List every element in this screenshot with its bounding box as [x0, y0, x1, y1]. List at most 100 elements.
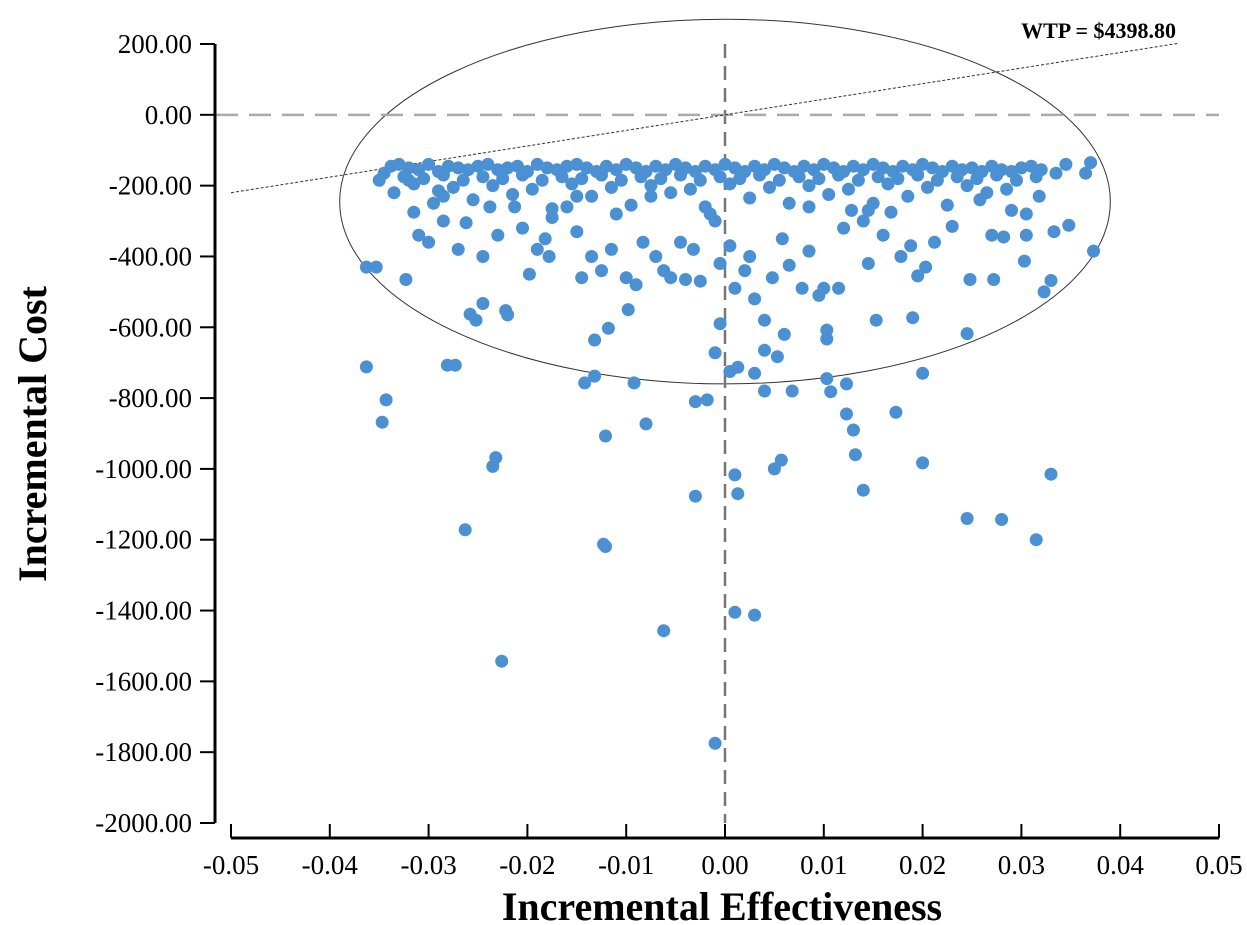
- data-point: [483, 200, 497, 214]
- data-point: [417, 172, 431, 186]
- data-point: [713, 257, 727, 270]
- data-point: [1019, 228, 1033, 242]
- data-point: [869, 313, 883, 327]
- data-point: [379, 393, 393, 407]
- data-point: [963, 273, 977, 286]
- data-point: [436, 214, 450, 228]
- data-point: [820, 323, 834, 337]
- data-point: [575, 271, 589, 285]
- y-tick-label: -1600.00: [95, 666, 192, 696]
- data-point: [876, 228, 890, 242]
- data-point: [688, 395, 702, 409]
- data-point: [774, 453, 788, 467]
- data-point: [397, 170, 411, 184]
- data-point: [713, 170, 727, 184]
- data-point: [580, 161, 594, 175]
- data-point: [664, 271, 678, 285]
- data-point: [928, 235, 941, 249]
- data-point: [817, 281, 831, 295]
- y-axis-title: Incremental Cost: [10, 285, 55, 582]
- data-point: [629, 278, 643, 292]
- data-point: [871, 170, 885, 184]
- data-point: [588, 333, 602, 347]
- data-point: [693, 173, 707, 187]
- data-point: [1029, 170, 1043, 184]
- data-point: [896, 159, 910, 173]
- data-point: [448, 358, 462, 372]
- y-tick-label: -800.00: [109, 383, 192, 413]
- data-point: [461, 163, 475, 177]
- data-point: [585, 250, 599, 263]
- data-point: [728, 281, 742, 295]
- data-point: [802, 244, 816, 258]
- data-point: [743, 250, 757, 263]
- data-point: [916, 157, 930, 171]
- data-point: [458, 523, 472, 537]
- data-point: [767, 462, 781, 476]
- data-point: [693, 274, 707, 288]
- x-tick-label: -0.02: [499, 850, 555, 880]
- data-point: [698, 159, 712, 173]
- data-point: [516, 168, 529, 182]
- y-tick-label: -1800.00: [95, 737, 192, 767]
- data-point: [713, 317, 727, 331]
- data-point: [987, 273, 1001, 286]
- data-point: [916, 366, 930, 380]
- data-point: [530, 157, 544, 171]
- y-tick-label: 200.00: [118, 29, 192, 59]
- data-point: [644, 179, 658, 193]
- data-point: [476, 297, 490, 310]
- wtp-label: WTP = $4398.80: [1021, 18, 1176, 43]
- data-point: [412, 228, 426, 242]
- data-point: [970, 172, 984, 186]
- data-point: [476, 250, 490, 263]
- data-point: [775, 232, 789, 246]
- data-point: [904, 239, 918, 253]
- data-point: [540, 161, 554, 175]
- data-point: [748, 292, 762, 306]
- data-point: [708, 346, 722, 360]
- data-point: [614, 173, 628, 187]
- data-point: [451, 161, 465, 175]
- x-tick-label: 0.04: [1097, 850, 1145, 880]
- data-point: [619, 271, 633, 285]
- data-point: [728, 468, 742, 482]
- data-point: [486, 179, 500, 193]
- data-point: [560, 159, 574, 173]
- data-point: [516, 221, 529, 235]
- data-point: [753, 168, 767, 182]
- data-point: [820, 372, 834, 386]
- data-point: [359, 260, 373, 274]
- data-point: [565, 177, 579, 191]
- data-point: [990, 168, 1004, 182]
- y-tick-label: -200.00: [109, 171, 192, 201]
- data-point: [456, 173, 470, 187]
- data-point: [634, 170, 648, 184]
- y-tick-label: -600.00: [109, 312, 192, 342]
- data-point: [1019, 207, 1033, 221]
- data-point: [748, 608, 762, 622]
- data-point: [997, 230, 1011, 244]
- data-point: [399, 273, 413, 286]
- data-point: [1017, 254, 1031, 268]
- data-point: [427, 196, 440, 210]
- data-point: [728, 161, 742, 175]
- data-point: [980, 186, 994, 200]
- data-point: [657, 624, 671, 638]
- data-point: [375, 415, 389, 429]
- data-point: [601, 321, 615, 335]
- data-point: [1005, 203, 1018, 217]
- data-point: [765, 271, 779, 285]
- data-point: [359, 360, 373, 374]
- y-tick-label: -400.00: [109, 241, 192, 271]
- data-point: [525, 182, 539, 196]
- data-point: [446, 180, 460, 194]
- data-point: [545, 202, 559, 216]
- data-point: [930, 173, 944, 187]
- data-point: [965, 161, 979, 175]
- data-point: [436, 189, 450, 203]
- data-point: [654, 172, 668, 186]
- data-point: [738, 264, 752, 278]
- data-point: [919, 260, 933, 274]
